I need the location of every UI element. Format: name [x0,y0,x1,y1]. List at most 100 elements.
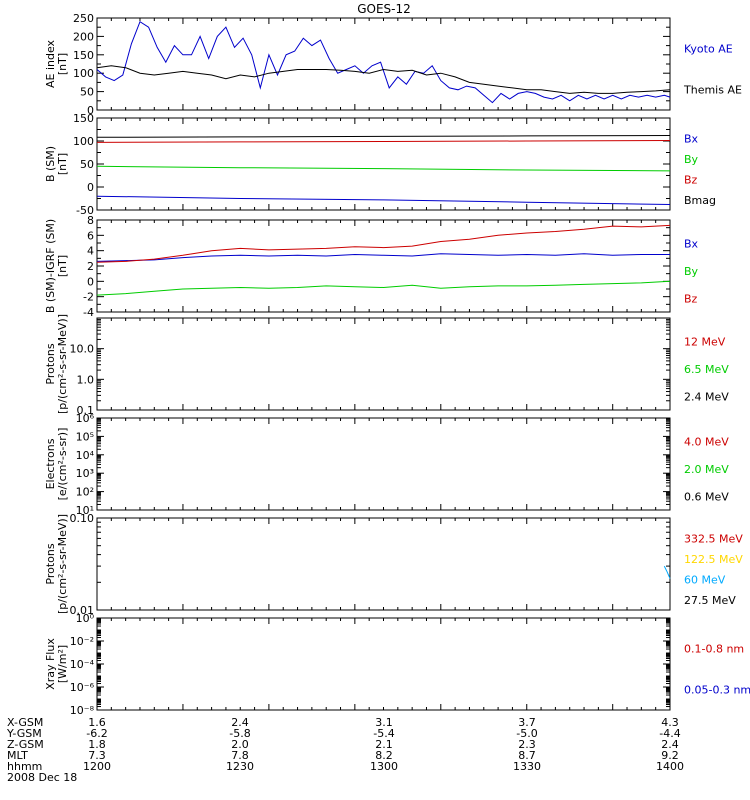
y-tick-label: 100 [73,67,94,80]
axis-row-value: 1400 [656,760,684,773]
series-line-by [96,165,671,172]
y-tick-label: 10⁶ [76,412,95,425]
axis-row-value: 7.3 [88,749,106,762]
legend-label: 12 MeV [684,336,726,349]
legend-label: 0.6 MeV [684,490,729,503]
y-tick-label: -4 [83,306,94,319]
panel-frame [96,517,671,611]
y-tick-label: 1.0 [77,373,95,386]
y-tick-label: 0.01 [70,604,95,617]
axis-row-label: MLT [7,749,28,762]
y-axis-label: B (SM)-IGRF (SM) [44,219,57,313]
legend-label: Bmag [684,194,716,207]
y-tick-label: 50 [80,158,94,171]
plot-title: GOES-12 [357,2,411,16]
axis-row-value: 1230 [226,760,254,773]
axis-row-value: 1300 [370,760,398,773]
panel-1: 0 50 100 150 200 250 AE index [nT] Kyoto AE Themi… [44,12,742,117]
legend-label: Bz [684,173,698,186]
axis-row-value: 1330 [513,760,541,773]
legend-label: Kyoto AE [684,43,733,56]
axis-row-label: Z-GSM [7,738,44,751]
series-line-bmag [96,135,671,138]
panel-frame [96,117,671,211]
axis-row-value: 3.1 [375,716,393,729]
legend-label: 6.5 MeV [684,363,729,376]
y-tick-label: 10⁻² [70,635,94,648]
legend-label: Bx [684,132,699,145]
axis-row-value: 7.8 [231,749,249,762]
y-axis-label: AE index [44,39,57,88]
panel-6: 0.01 0.10 Protons [p/(cm²-s-sr-MeV)] 332.5 M… [44,512,743,617]
y-tick-label: 150 [73,112,94,125]
y-tick-label: 10⁵ [76,430,94,443]
y-tick-label: 100 [73,135,94,148]
axis-row-value: -6.2 [86,727,107,740]
series-line-bx [96,195,671,205]
series-line-bx [96,253,670,262]
axis-row-value: 2.4 [231,716,249,729]
panel-2: -50 0 50 100 150 B (SM) [nT] Bx By Bz Bmag [44,112,716,217]
y-tick-label: 4 [87,245,94,258]
axis-row-value: -5.4 [373,727,394,740]
panel-4: 0.1 1.0 10.0 Protons [p/(cm²-s-sr-MeV)] 12 Me… [44,314,729,417]
panel-3: -4 -2 0 2 4 6 8 B (SM)-IGRF (SM) [nT] Bx By Bz [44,214,699,319]
y-tick-label: 2 [87,260,94,273]
axis-row-value: -4.4 [659,727,680,740]
legend-label: 4.0 MeV [684,436,729,449]
y-axis-unit: [p/(cm²-s-sr-MeV)] [56,314,69,414]
legend-label: 332.5 MeV [684,532,743,545]
y-axis-label: Xray Flux [44,638,57,690]
axis-row-value: 3.7 [518,716,536,729]
y-tick-label: 0 [87,275,94,288]
panel-5: 10¹ 10² 10³ 10⁴ 10⁵ 10⁶ Electrons [e/(cm²-s-sr)… [44,412,729,517]
y-axis-unit: [nT] [56,153,69,175]
y-tick-label: 10⁻⁴ [70,658,95,671]
axis-row-value: 8.2 [375,749,393,762]
legend-label: 2.4 MeV [684,390,729,403]
series-line-kyoto-ae [96,20,671,104]
series-line-bz [96,224,671,263]
legend-label: 2.0 MeV [684,463,729,476]
axis-row-label: Y-GSM [6,727,42,740]
y-tick-label: 10.0 [70,343,95,356]
panel-frame [96,17,671,111]
axis-row-label: X-GSM [7,716,43,729]
y-axis-label: B (SM) [44,146,57,182]
axis-row-value: 8.7 [518,749,536,762]
y-tick-label: 0.1 [77,404,95,417]
legend-label: 122.5 MeV [684,553,743,566]
legend-label: By [684,265,699,278]
series-line-by [96,280,671,296]
legend-label: 0.05-0.3 nm [684,684,750,697]
legend-label: By [684,153,699,166]
y-axis-unit: [e/(cm²-s-sr)] [56,428,69,501]
y-axis-unit: [nT] [56,53,69,75]
y-tick-label: 200 [73,30,94,43]
axis-row-value: 1.8 [88,738,106,751]
y-axis-unit: [nT] [56,255,69,277]
legend-label: Themis AE [683,84,742,97]
y-tick-label: 10⁰ [76,612,95,625]
series-line-60-mev [663,565,671,579]
legend-label: 60 MeV [684,573,726,586]
y-axis-label: Protons [44,543,57,584]
axis-row-label: hhmm [7,760,42,773]
y-tick-label: 10³ [76,467,94,480]
legend-label: Bx [684,238,699,251]
legend-label: 0.1-0.8 nm [684,643,744,656]
y-tick-label: 10⁻⁸ [70,704,95,717]
panel-7: 10⁻⁸ 10⁻⁶ 10⁻⁴ 10⁻² 10⁰ Xray Flux [W/m²] 0.1-0.… [44,612,750,717]
panel-frame [96,317,671,411]
axis-row-value: -5.0 [516,727,537,740]
y-tick-label: 0 [87,104,94,117]
y-tick-label: -50 [76,204,94,217]
panel-frame [96,417,671,511]
axis-row-value: 2.3 [518,738,536,751]
axis-row-value: 4.3 [661,716,679,729]
panel-frame [96,219,671,313]
legend-label: 27.5 MeV [684,594,736,607]
y-tick-label: 10¹ [76,504,94,517]
y-axis-label: Electrons [44,438,57,489]
